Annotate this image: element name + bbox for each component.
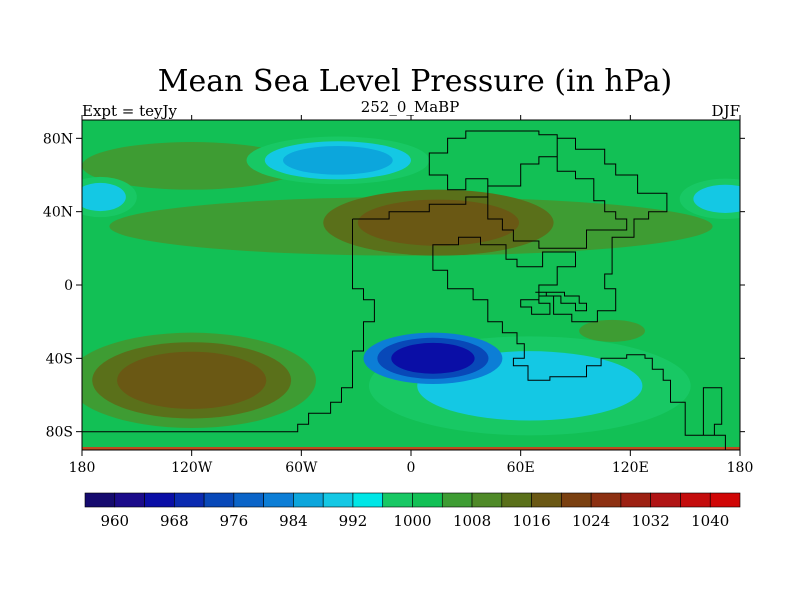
colorbar-label: 976 <box>220 512 249 530</box>
time-label: 252_0_MaBP <box>361 98 460 116</box>
coastline2 <box>82 219 375 433</box>
colorbar-swatch <box>203 492 235 508</box>
y-tick-label: 40N <box>43 205 73 221</box>
colorbar-swatch <box>233 492 264 508</box>
colorbar-label: 984 <box>279 512 308 530</box>
pressure-contour-2-1 <box>693 184 740 213</box>
colorbar-label: 992 <box>339 512 368 530</box>
y-tick-label: 0 <box>64 278 73 294</box>
colorbar-swatch <box>352 492 384 508</box>
colorbar-swatch <box>382 492 413 508</box>
colorbar-swatch <box>144 492 175 508</box>
x-tick-label: 60W <box>285 460 318 476</box>
colorbar-swatch <box>84 492 116 508</box>
colorbar-label: 1040 <box>691 512 729 530</box>
colorbar-swatch <box>293 492 324 508</box>
pressure-contour-1-2 <box>283 146 393 175</box>
pressure-contour-8-2 <box>391 342 475 374</box>
colorbar-swatch <box>709 492 741 508</box>
y-tick-label: 80N <box>43 131 73 147</box>
south-pole-band <box>82 447 740 450</box>
colorbar-swatch <box>263 492 294 508</box>
colorbar-label: 1024 <box>572 512 610 530</box>
season-label: DJF <box>712 102 740 120</box>
colorbar-label: 960 <box>100 512 129 530</box>
pressure-contour-5-1 <box>357 199 520 246</box>
colorbar-swatch <box>650 492 681 508</box>
pressure-contour-9-0 <box>579 319 645 342</box>
colorbar-swatch <box>114 492 145 508</box>
colorbar-label: 1016 <box>512 512 550 530</box>
colorbar-swatch <box>501 492 532 508</box>
x-tick-label: 60E <box>507 460 535 476</box>
colorbar-swatch <box>412 492 443 508</box>
coastlines <box>82 130 726 450</box>
colorbar-swatch <box>561 492 592 508</box>
colorbar-label: 1032 <box>632 512 670 530</box>
x-tick-label: 180 <box>727 460 754 476</box>
pressure-contour-6-2 <box>117 351 267 409</box>
colorbar-swatch <box>174 492 205 508</box>
map-axes: 180 120W 60W 0 60E 120E 180 80N 40N 0 40S 80S <box>43 115 753 476</box>
y-tick-label: 80S <box>46 425 73 441</box>
colorbar: 960 968 976 984 992 1000 1008 1016 1024 1032 1040 <box>84 492 741 530</box>
colorbar-swatch <box>531 492 562 508</box>
colorbar-swatch <box>680 492 711 508</box>
colorbar-label: 968 <box>160 512 189 530</box>
colorbar-swatch <box>620 492 651 508</box>
colorbar-swatch <box>590 492 622 508</box>
colorbar-swatch <box>441 492 473 508</box>
colorbar-label: 1000 <box>393 512 431 530</box>
x-tick-label: 0 <box>407 460 416 476</box>
pressure-contour-0-0 <box>82 142 302 190</box>
pressure-map <box>82 120 740 450</box>
x-tick-label: 180 <box>69 460 96 476</box>
x-tick-label: 120W <box>171 460 213 476</box>
pressure-contour-3-1 <box>82 182 126 212</box>
colorbar-swatch <box>471 492 503 508</box>
coastline <box>352 130 726 450</box>
y-tick-label: 40S <box>46 351 73 367</box>
x-tick-label: 120E <box>612 460 649 476</box>
colorbar-swatch <box>322 492 354 508</box>
colorbar-label: 1008 <box>453 512 491 530</box>
experiment-label: Expt = teyJy <box>82 102 178 120</box>
chart-title: Mean Sea Level Pressure (in hPa) <box>158 64 672 99</box>
inland-sea <box>535 291 587 312</box>
